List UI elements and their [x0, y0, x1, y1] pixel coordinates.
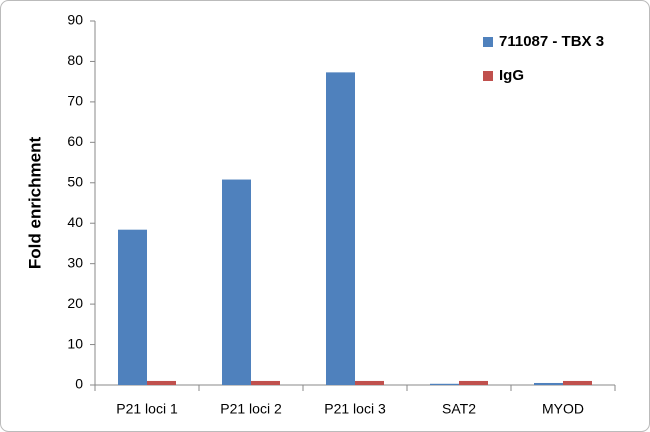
y-tick-label: 40: [67, 214, 83, 230]
bar: [147, 380, 176, 385]
legend-swatch: [483, 71, 493, 81]
x-tick-label: MYOD: [542, 401, 584, 417]
y-tick-label: 80: [67, 52, 83, 68]
y-tick-label: 10: [67, 335, 83, 351]
bar: [563, 380, 592, 385]
y-tick-label: 90: [67, 12, 83, 28]
bar: [251, 380, 280, 385]
y-tick-label: 60: [67, 133, 83, 149]
bar: [118, 229, 147, 385]
legend-swatch: [483, 37, 493, 47]
bar: [326, 72, 355, 385]
legend-label: 711087 - TBX 3: [499, 33, 604, 50]
y-axis-label: Fold enrichment: [25, 137, 44, 270]
x-tick-label: P21 loci 1: [116, 401, 178, 417]
y-tick-label: 70: [67, 93, 83, 109]
bar: [459, 380, 488, 385]
y-tick-label: 20: [67, 295, 83, 311]
x-tick-label: SAT2: [442, 401, 476, 417]
x-tick-label: P21 loci 2: [220, 401, 282, 417]
bar: [534, 382, 563, 385]
bar: [222, 179, 251, 385]
y-tick-label: 0: [75, 376, 83, 392]
legend-label: IgG: [499, 67, 524, 84]
bar: [430, 383, 459, 385]
bar: [355, 380, 384, 385]
y-tick-label: 30: [67, 254, 83, 270]
y-tick-label: 50: [67, 173, 83, 189]
x-tick-label: P21 loci 3: [324, 401, 386, 417]
